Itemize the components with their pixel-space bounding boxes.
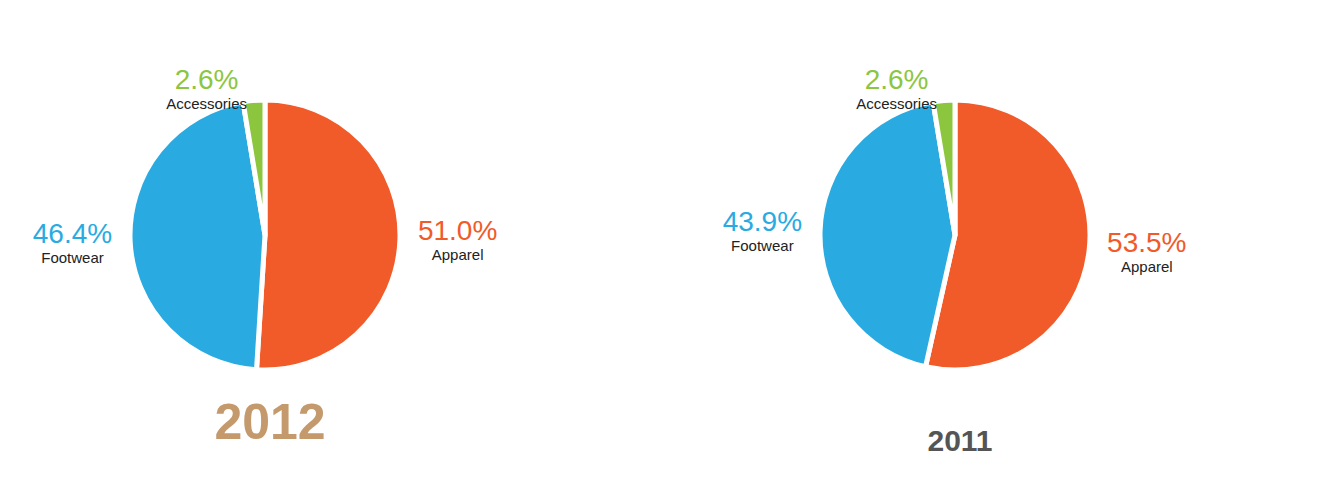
svg-text:53.5%: 53.5% [1107, 227, 1186, 258]
svg-text:Apparel: Apparel [432, 246, 484, 263]
svg-text:2011: 2011 [927, 424, 992, 457]
svg-text:46.4%: 46.4% [33, 218, 112, 249]
svg-text:51.0%: 51.0% [418, 215, 497, 246]
svg-text:Accessories: Accessories [856, 95, 937, 112]
svg-text:43.9%: 43.9% [723, 206, 802, 237]
svg-text:Footwear: Footwear [41, 249, 104, 266]
svg-text:2.6%: 2.6% [175, 64, 239, 95]
svg-text:Apparel: Apparel [1121, 258, 1173, 275]
svg-text:Footwear: Footwear [731, 237, 794, 254]
svg-text:Accessories: Accessories [166, 95, 247, 112]
svg-text:2.6%: 2.6% [865, 64, 929, 95]
svg-text:2012: 2012 [214, 394, 325, 450]
